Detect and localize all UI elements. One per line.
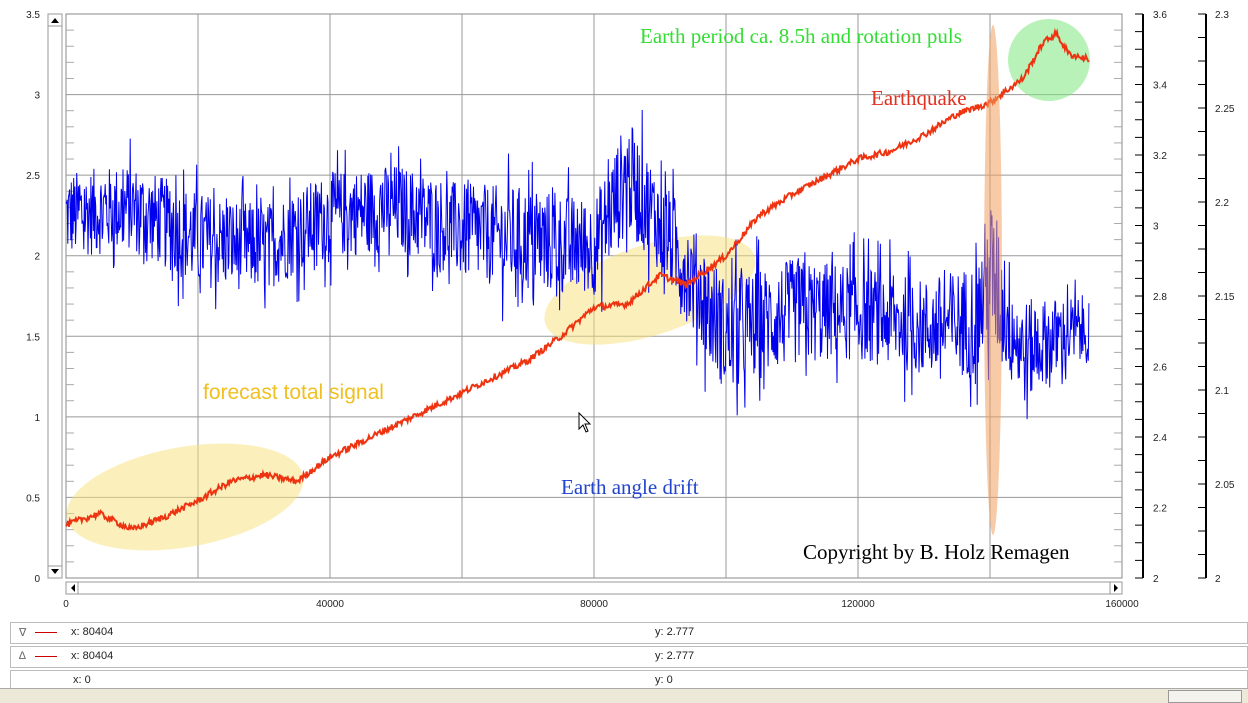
x-tick-label: 40000 <box>316 599 344 610</box>
arrow-down-icon <box>51 569 59 574</box>
y-left-tick-label: 2.5 <box>26 171 40 182</box>
cursor-marker-up-icon: ∆ <box>19 650 26 662</box>
mid-highlight-ellipse <box>544 235 756 345</box>
vertical-scrollbar[interactable] <box>47 13 63 579</box>
copyright-text: Copyright by B. Holz Remagen <box>803 540 1070 564</box>
y-right1-tick-label: 2.4 <box>1153 433 1167 444</box>
series-line-forecast-total-signal <box>65 27 1090 532</box>
y-right2-tick-label: 2.05 <box>1215 480 1235 491</box>
annotation-drift: Earth angle drift <box>561 475 699 499</box>
mouse-cursor-icon <box>578 411 592 433</box>
x-tick-label: 160000 <box>1105 599 1139 610</box>
arrow-left-icon <box>71 584 75 592</box>
y-right2-tick-label: 2.2 <box>1215 198 1229 209</box>
y-right1-tick-label: 2.6 <box>1153 363 1167 374</box>
annotations: Earth period ca. 8.5h and rotation puls … <box>203 24 1070 564</box>
y-right1-tick-label: 2.2 <box>1153 504 1167 515</box>
y-right1-tick-label: 2 <box>1153 574 1159 585</box>
series-line-swatch <box>35 632 57 633</box>
x-tick-label: 0 <box>63 599 69 610</box>
y-right1-tick-label: 3.4 <box>1153 81 1167 92</box>
axes: 0 0.5 1 1.5 2 2.5 3 3.5 0 40000 80000 120000 160000 2… <box>26 10 1235 610</box>
y-right1-tick-label: 2.8 <box>1153 292 1167 303</box>
y-left-tick-label: 2 <box>34 252 40 263</box>
series-line-swatch <box>35 656 57 657</box>
y-left-tick-label: 0.5 <box>26 493 40 504</box>
period-highlight-circle <box>1008 19 1090 101</box>
y-right2-tick-label: 2.15 <box>1215 292 1235 303</box>
cursor-x-value: x: 80404 <box>71 626 114 638</box>
y-right2-tick-label: 2.25 <box>1215 104 1235 115</box>
cursor-y-value: y: 2.777 <box>655 626 695 638</box>
y-right1-tick-label: 3.2 <box>1153 151 1167 162</box>
cursor-y-value: y: 2.777 <box>655 650 695 662</box>
earthquake-highlight-band <box>984 25 1002 535</box>
y-right2-tick-label: 2.3 <box>1215 10 1229 21</box>
panel-horizontal-scrollbar[interactable] <box>0 688 1248 703</box>
x-tick-label: 120000 <box>841 599 875 610</box>
arrow-up-icon <box>51 18 59 23</box>
cursor-x-value: x: 0 <box>73 674 91 686</box>
annotation-period: Earth period ca. 8.5h and rotation puls <box>640 24 962 48</box>
y-left-tick-label: 1 <box>34 413 40 424</box>
y-left-tick-label: 1.5 <box>26 332 40 343</box>
horizontal-scrollbar[interactable] <box>65 581 1123 595</box>
cursor-row-1[interactable]: ∇ x: 80404 y: 2.777 <box>10 622 1248 644</box>
scrollbar-thumb[interactable] <box>1168 690 1242 703</box>
series-line-earth-angle-drift <box>65 109 1090 420</box>
arrow-right-icon <box>1114 584 1118 592</box>
cursor-y-value: y: 0 <box>655 674 673 686</box>
y-right1-tick-label: 3.6 <box>1153 10 1167 21</box>
cursor-marker-down-icon: ∇ <box>19 627 27 639</box>
series-layer <box>65 27 1090 532</box>
y-right1-tick-label: 3 <box>1153 222 1159 233</box>
y-right2-tick-label: 2 <box>1215 574 1221 585</box>
x-tick-label: 80000 <box>580 599 608 610</box>
annotation-earthquake: Earthquake <box>871 86 967 110</box>
y-left-tick-label: 3 <box>34 91 40 102</box>
annotation-forecast: forecast total signal <box>203 381 384 404</box>
y-left-tick-label: 0 <box>34 574 40 585</box>
cursor-row-2[interactable]: ∆ x: 80404 y: 2.777 <box>10 646 1248 668</box>
chart: 0 0.5 1 1.5 2 2.5 3 3.5 0 40000 80000 120000 160000 2… <box>26 10 1235 610</box>
cursor-x-value: x: 80404 <box>71 650 114 662</box>
y-left-tick-label: 3.5 <box>26 10 40 21</box>
y-right2-tick-label: 2.1 <box>1215 386 1229 397</box>
